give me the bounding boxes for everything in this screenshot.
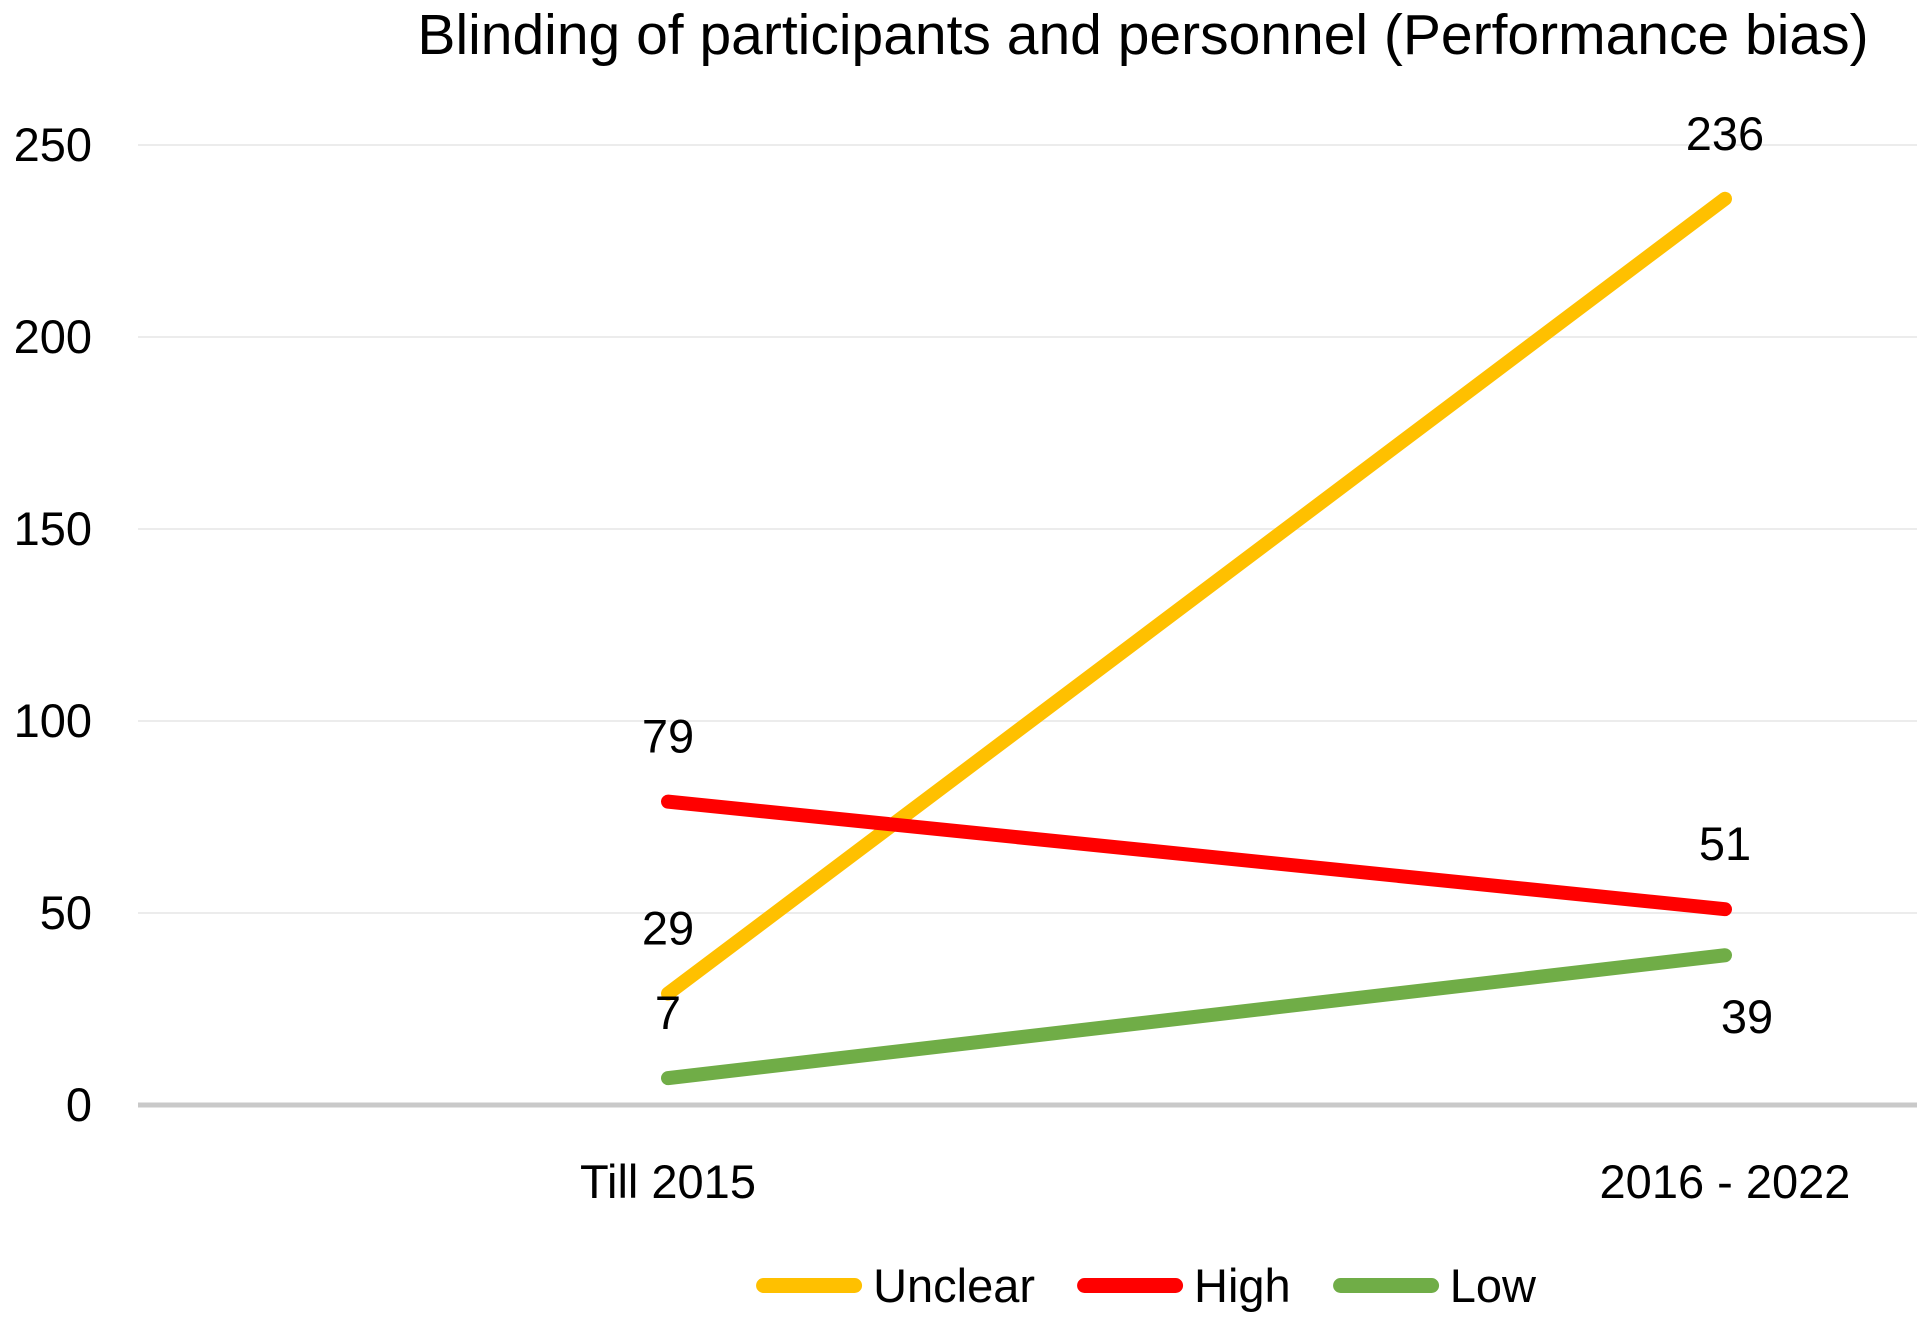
legend-label: Low — [1449, 1259, 1536, 1312]
series-line-low — [661, 948, 1732, 1086]
data-label-unclear-1: 236 — [1686, 107, 1764, 160]
y-axis-tick-label: 100 — [14, 694, 92, 747]
series-line-high — [661, 794, 1732, 917]
x-axis-category-label: 2016 - 2022 — [1600, 1155, 1851, 1208]
y-axis-tick-label: 150 — [14, 502, 92, 555]
chart-title: Blinding of participants and personnel (… — [417, 3, 1869, 67]
data-label-high-1: 51 — [1699, 817, 1751, 870]
legend-item-low: Low — [1332, 1258, 1536, 1313]
x-axis-category-label: Till 2015 — [580, 1155, 756, 1208]
legend-label: Unclear — [873, 1259, 1036, 1312]
data-label-unclear-0: 29 — [642, 902, 694, 955]
legend: Unclear High Low — [756, 1258, 1536, 1313]
series-line-unclear — [661, 191, 1732, 1001]
data-label-low-1: 39 — [1721, 990, 1773, 1043]
legend-item-high: High — [1077, 1258, 1291, 1313]
y-axis-tick-label: 0 — [66, 1078, 92, 1131]
legend-swatch-low — [1332, 1278, 1439, 1293]
y-axis-tick-label: 200 — [14, 310, 92, 363]
legend-swatch-unclear — [756, 1278, 863, 1293]
y-axis-tick-label: 250 — [14, 118, 92, 171]
legend-item-unclear: Unclear — [756, 1258, 1035, 1313]
y-axis-tick-label: 50 — [40, 886, 92, 939]
legend-label: High — [1194, 1259, 1291, 1312]
legend-swatch-high — [1077, 1278, 1184, 1293]
data-label-high-0: 79 — [642, 710, 694, 763]
data-label-low-0: 7 — [655, 986, 681, 1039]
